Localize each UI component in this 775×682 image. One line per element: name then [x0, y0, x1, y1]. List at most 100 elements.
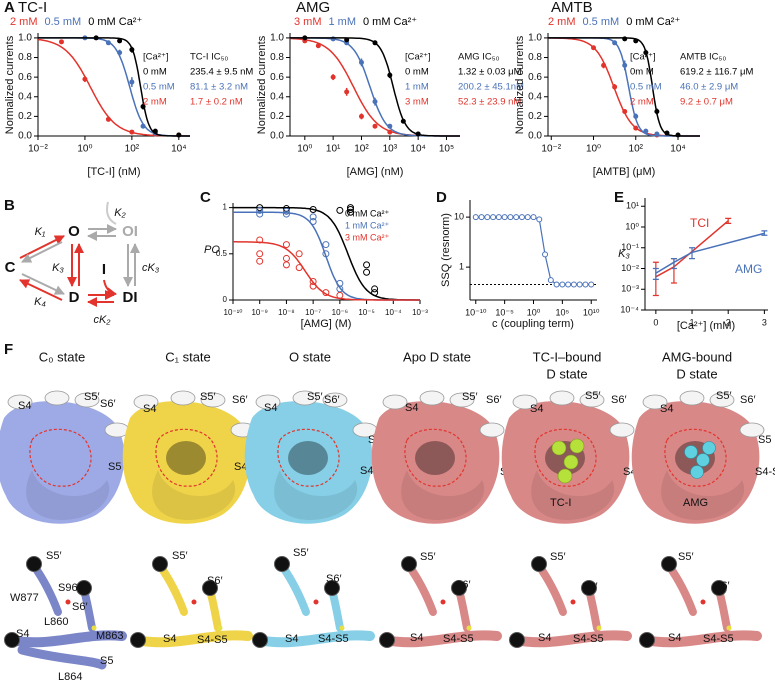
x-tick-label: 10⁰	[297, 144, 312, 155]
table-cell: 52.3 ± 23.9 nM	[458, 97, 521, 108]
x-tick-label: 2	[726, 317, 731, 327]
ribbon	[405, 562, 437, 616]
x-tick-label: 10³	[383, 144, 398, 155]
data-point	[140, 123, 146, 129]
structure-label: S4-S5	[755, 466, 775, 478]
x-axis-label: [Ca²⁺] (mM)	[677, 320, 735, 332]
data-point	[336, 291, 344, 299]
ribbon	[17, 645, 107, 670]
x-axis-label: [TC-I] (nM)	[87, 166, 140, 178]
y-tick-label: 0.2	[18, 111, 32, 122]
structure-label: S4-S5	[573, 633, 604, 645]
structure-label: S5′	[172, 550, 188, 562]
data-point	[495, 214, 502, 221]
pocket	[415, 441, 455, 475]
helix-end	[152, 556, 168, 572]
data-point	[309, 213, 317, 221]
data-point	[559, 281, 566, 288]
x-tick-label: 10⁻⁵	[495, 307, 514, 317]
data-point	[322, 289, 330, 297]
x-axis-label: c (coupling term)	[492, 318, 574, 330]
helix-end	[661, 556, 677, 572]
structure-label: S5′	[678, 551, 694, 563]
data-point	[524, 214, 531, 221]
data-point	[256, 236, 264, 244]
ligand	[684, 445, 698, 459]
y-axis-label: Normalized currents	[514, 35, 526, 134]
y-tick-label: 0.8	[270, 52, 284, 63]
x-tick-label: 10⁵	[439, 144, 454, 155]
data-point	[484, 214, 491, 221]
y-tick-label: 0.5	[216, 249, 228, 258]
helix-end	[581, 580, 597, 596]
structure-label: S4-S5	[703, 633, 734, 645]
data-point	[643, 128, 649, 134]
structure-label: S4-S5	[443, 633, 474, 645]
helix	[7, 394, 33, 410]
ribbon	[30, 562, 62, 616]
data-point	[371, 285, 379, 293]
y-tick-label: 0.4	[270, 91, 284, 102]
structure-label: S6′	[582, 581, 598, 593]
data-point	[547, 277, 554, 284]
data-point	[501, 214, 508, 221]
data-point	[82, 76, 88, 82]
fit-curve	[290, 37, 460, 137]
data-point	[633, 125, 639, 131]
table-cell: 200.2 ± 45.1nM	[458, 82, 524, 93]
data-point	[622, 62, 628, 68]
x-tick-label: 10⁰	[77, 144, 92, 155]
y-tick-label: 0.8	[528, 52, 542, 63]
panel-label: B	[4, 197, 15, 214]
y-axis-label: PO	[204, 244, 220, 256]
data-point	[129, 79, 135, 85]
error-bar	[725, 217, 732, 224]
table-cell: 0.5 mM	[143, 82, 175, 93]
panel-label: F	[4, 341, 13, 358]
arrow	[19, 235, 65, 259]
helix-end	[451, 580, 467, 596]
data-point	[344, 89, 350, 95]
data-point	[117, 50, 123, 56]
data-point	[282, 241, 290, 249]
x-tick-label: 10⁵	[555, 307, 569, 317]
state-node: O	[68, 223, 80, 240]
structure-panel: AMG-bound D state S4 S5′ S6′ S5 AMG S4-S5 S5′ S6′…	[631, 349, 775, 648]
data-point	[612, 84, 618, 90]
pocket-outline	[29, 428, 92, 487]
data-point	[387, 72, 393, 78]
data-point	[309, 282, 317, 290]
rate-label: K₃	[52, 262, 64, 274]
table-cell: 235.4 ± 9.5 nM	[190, 67, 253, 78]
helix	[709, 392, 735, 408]
y-tick-label: 0.6	[270, 72, 284, 83]
structure-label: S4	[410, 632, 423, 644]
helix-end	[509, 632, 525, 648]
structure-label: TC-I	[550, 497, 571, 509]
chart-title: TC-I	[18, 0, 47, 16]
y-axis-label: K₃	[618, 248, 630, 260]
state-node: I	[102, 261, 106, 278]
structure-label: S6′	[100, 398, 116, 410]
helix	[44, 390, 70, 406]
structure-label: L860	[44, 616, 68, 628]
y-tick-label: 10⁻²	[621, 263, 639, 273]
table-header: AMG IC₅₀	[458, 52, 500, 63]
ligand	[563, 454, 579, 470]
structure-label: S4	[16, 628, 29, 640]
structure-label: S4-S5	[197, 634, 228, 646]
structure-label: S6′	[72, 601, 88, 613]
surface-shade	[274, 470, 358, 520]
structure-label: S5′	[420, 551, 436, 563]
legend-entry: 3 mM	[294, 16, 322, 28]
helix	[679, 390, 705, 406]
panel-label: C	[200, 189, 211, 206]
fit-curve	[233, 206, 420, 301]
data-point	[152, 128, 158, 134]
table-cell: 2 mM	[630, 97, 654, 108]
helix-end	[252, 632, 268, 648]
y-tick-label: 10⁻⁴	[620, 304, 639, 314]
structure-label: S4	[668, 632, 681, 644]
legend-entry: 2 mM	[10, 16, 38, 28]
legend-entry: 0.5 mM	[583, 16, 620, 28]
